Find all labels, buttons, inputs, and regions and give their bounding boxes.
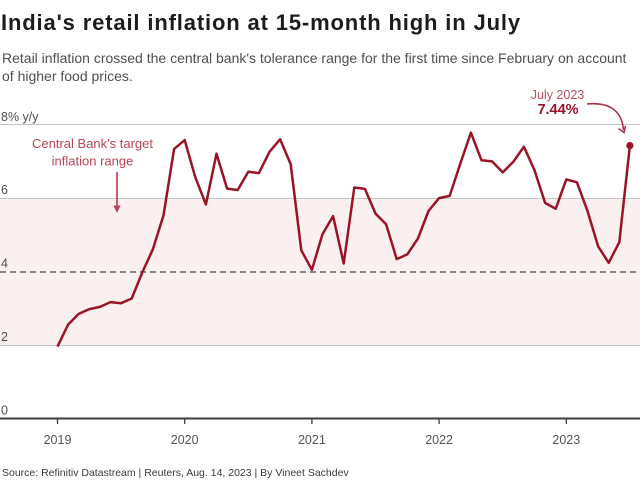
- svg-text:July 2023: July 2023: [531, 88, 585, 102]
- svg-text:7.44%: 7.44%: [537, 102, 578, 118]
- svg-text:4: 4: [1, 257, 8, 271]
- svg-text:8% y/y: 8% y/y: [1, 110, 39, 124]
- svg-text:2019: 2019: [44, 433, 72, 447]
- svg-text:Central Bank's target: Central Bank's target: [32, 136, 153, 151]
- svg-text:6: 6: [1, 183, 8, 197]
- svg-text:0: 0: [1, 404, 8, 418]
- svg-text:2: 2: [1, 330, 8, 344]
- svg-text:2020: 2020: [171, 433, 199, 447]
- svg-text:inflation range: inflation range: [52, 154, 134, 169]
- svg-text:2021: 2021: [298, 433, 326, 447]
- svg-text:2022: 2022: [425, 433, 453, 447]
- svg-text:2023: 2023: [552, 433, 580, 447]
